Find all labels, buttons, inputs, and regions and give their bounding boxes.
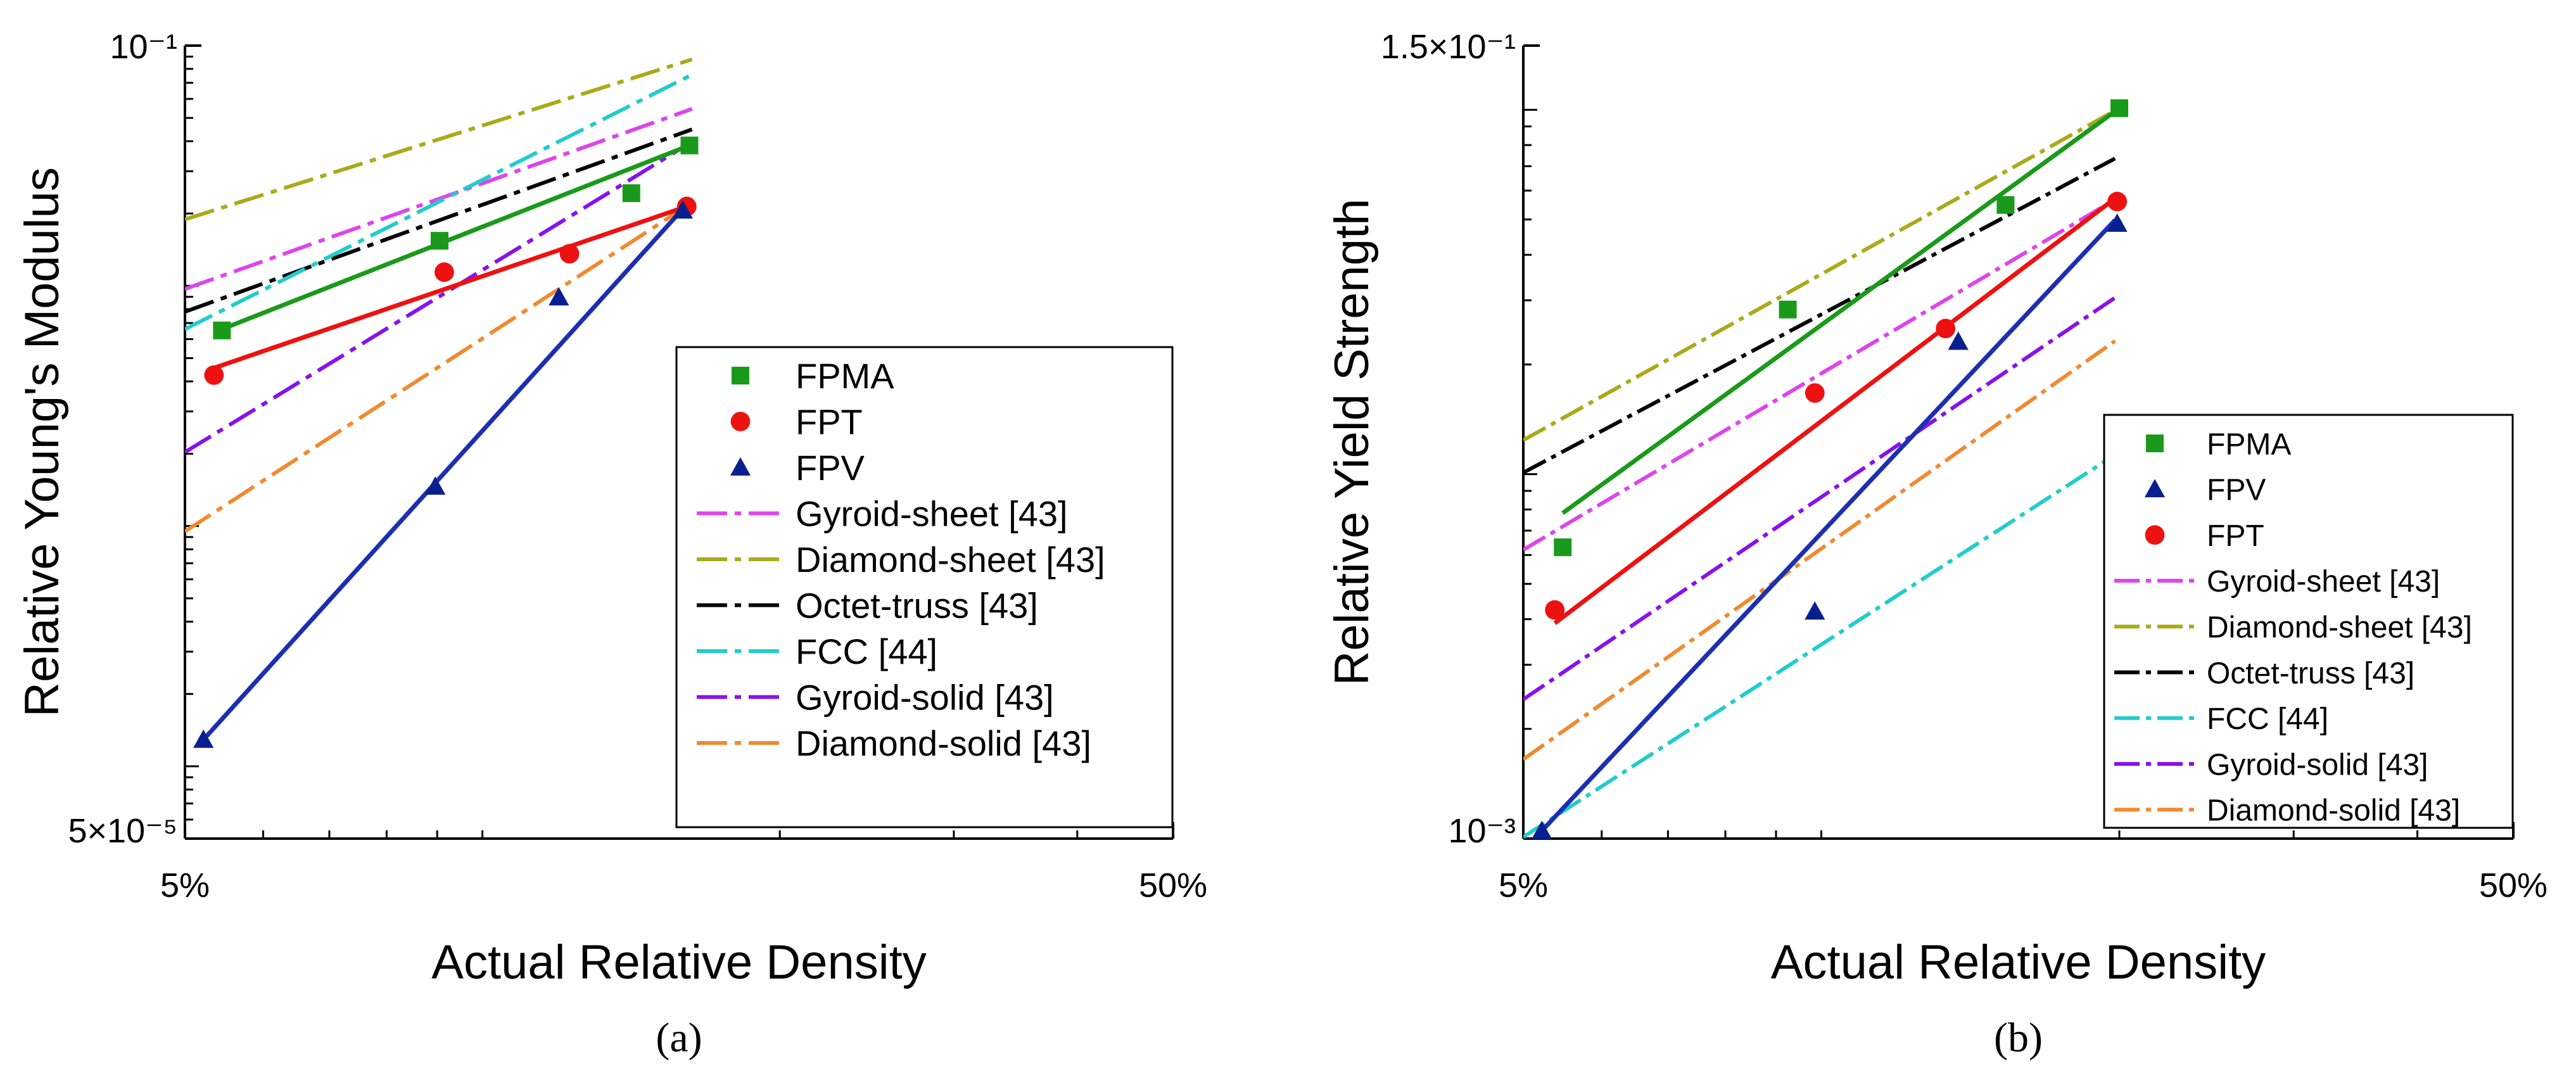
panel-a-panel-label: (a)	[656, 1015, 702, 1061]
panel-a-point-fpv	[549, 287, 569, 306]
panel-b-line-diamond-solid-43	[1523, 339, 2116, 761]
panel-a-legend-label-fpma: FPMA	[796, 356, 894, 396]
panel-a-y-tick-label: 10⁻¹	[110, 28, 177, 66]
panel-b-point-fpv	[2107, 213, 2128, 232]
panel-b-y-tick-label: 10⁻³	[1448, 812, 1516, 850]
panel-a-line-gyroid-solid-43	[185, 140, 694, 454]
panel-b-point-fpma	[2110, 99, 2129, 117]
panel-b-legend-symbol-fpt	[2145, 525, 2165, 545]
panel-a-legend-symbol-fpma	[732, 367, 749, 384]
panel-b-legend-label-fpv: FPV	[2207, 474, 2266, 507]
panel-a-legend-label-fpv: FPV	[796, 448, 865, 488]
panel-b-point-fpt	[1936, 319, 1956, 339]
panel-a-legend-label-fcc-44: FCC [44]	[796, 631, 937, 671]
panel-a-point-fpma	[430, 232, 448, 250]
panel-a-legend-label-diamond-solid-43: Diamond-solid [43]	[796, 723, 1091, 763]
panel-a-y-tick-label: 5×10⁻⁵	[68, 812, 177, 850]
panel-a-legend: FPMA FPT FPV Gyroid-sheet [43] Diamond-sheet…	[675, 346, 1174, 828]
panel-b-y-axis-title: Relative Yield Strength	[1325, 199, 1379, 686]
panel-a-line-fpma-fit	[221, 143, 690, 331]
panel-b-x-tick-label: 5%	[1499, 866, 1548, 904]
panel-a: 5% 50% 5×10⁻⁵ 10⁻¹ Actual Relative Density Re…	[15, 28, 1207, 1061]
panel-a-y-axis-title: Relative Young's Modulus	[15, 167, 69, 717]
panel-a-point-fpv	[193, 729, 214, 748]
panel-b-legend-label-fpma: FPMA	[2207, 428, 2291, 461]
panel-b-point-fpv	[1805, 601, 1825, 620]
panel-b-legend-label-fpt: FPT	[2207, 519, 2264, 553]
panel-a-legend-label-diamond-sheet-43: Diamond-sheet [43]	[796, 540, 1105, 580]
panel-b-point-fpt	[2107, 191, 2128, 212]
panel-b-line-fpt-fit	[1553, 196, 2117, 625]
panel-a-plot-area	[185, 57, 694, 742]
panel-b-legend-label-diamond-sheet-43: Diamond-sheet [43]	[2207, 611, 2472, 644]
panel-a-point-fpt	[435, 262, 454, 282]
panel-a-line-fcc-44	[185, 73, 693, 331]
panel-b-x-axis-title: Actual Relative Density	[1771, 935, 2266, 989]
panel-a-legend-label-gyroid-solid-43: Gyroid-solid [43]	[796, 678, 1054, 718]
panel-b-point-fpma	[1554, 538, 1572, 557]
panel-a-point-fpt	[204, 365, 224, 385]
panel-a-legend-symbol-fpt	[730, 412, 751, 431]
panel-b-line-fcc-44	[1523, 453, 2116, 839]
panel-b-line-fpv-fit	[1540, 219, 2117, 833]
panel-b-legend-symbol-fpma	[2146, 434, 2164, 452]
panel-a-point-fpv	[425, 476, 446, 495]
panel-a-line-diamond-sheet-43	[185, 57, 693, 222]
panel-a-point-fpt	[559, 244, 580, 264]
panel-a-point-fpma	[622, 184, 640, 203]
panel-b-point-fpt	[1805, 383, 1825, 403]
panel-b-legend-label-diamond-solid-43: Diamond-solid [43]	[2207, 794, 2460, 828]
panel-a-legend-box	[675, 346, 1174, 828]
panel-b-line-gyroid-solid-43	[1523, 296, 2116, 701]
panel-a-legend-label-gyroid-sheet-43: Gyroid-sheet [43]	[796, 494, 1068, 534]
panel-b: 5% 50% 10⁻³ 1.5×10⁻¹ Actual Relative Density…	[1325, 28, 2547, 1061]
panel-b-point-fpma	[1996, 196, 2015, 214]
panel-b-y-tick-label: 1.5×10⁻¹	[1381, 28, 1516, 66]
panel-b-legend-label-fcc-44: FCC [44]	[2207, 702, 2328, 736]
panel-b-x-tick-label: 50%	[2479, 866, 2547, 904]
panel-a-x-tick-label: 5%	[160, 866, 210, 904]
panel-a-line-octet-truss-43	[185, 127, 693, 314]
panel-b-line-diamond-sheet-43	[1523, 106, 2121, 442]
panel-a-line-diamond-solid-43	[185, 201, 694, 533]
panel-a-x-tick-label: 50%	[1139, 866, 1207, 904]
panel-b-legend-symbol-fpv	[2144, 479, 2166, 498]
panel-a-legend-symbol-fpv	[730, 457, 751, 476]
panel-a-legend-label-octet-truss-43: Octet-truss [43]	[796, 586, 1038, 626]
panel-a-line-fpv-fit	[201, 208, 683, 742]
panel-b-line-octet-truss-43	[1523, 156, 2116, 474]
panel-a-legend-label-fpt: FPT	[796, 402, 863, 442]
panel-b-panel-label: (b)	[1994, 1015, 2043, 1061]
panel-b-plot-area	[1523, 106, 2121, 839]
panel-b-point-fpt	[1545, 600, 1565, 620]
panel-b-line-gyroid-sheet-43	[1523, 198, 2116, 552]
panel-a-line-fpt-fit	[213, 204, 688, 371]
panel-b-legend-box	[2103, 414, 2514, 829]
panel-b-legend: FPMA FPV FPT Gyroid-sheet [43] Diamond-sheet…	[2103, 414, 2514, 829]
panel-b-legend-label-gyroid-solid-43: Gyroid-solid [43]	[2207, 748, 2428, 782]
panel-b-legend-label-gyroid-sheet-43: Gyroid-sheet [43]	[2207, 565, 2440, 599]
panel-b-line-fpma-fit	[1561, 106, 2121, 515]
panel-b-point-fpv	[1948, 331, 1969, 350]
panel-a-point-fpma	[213, 321, 231, 339]
panel-a-point-fpma	[680, 136, 699, 155]
panel-b-point-fpma	[1779, 300, 1797, 319]
panel-a-point-fpv	[672, 200, 694, 219]
panel-a-line-gyroid-sheet-43	[185, 107, 693, 291]
panel-b-point-fpv	[1532, 820, 1552, 839]
panel-a-x-axis-title: Actual Relative Density	[431, 935, 926, 989]
panel-b-legend-label-octet-truss-43: Octet-truss [43]	[2207, 657, 2414, 690]
